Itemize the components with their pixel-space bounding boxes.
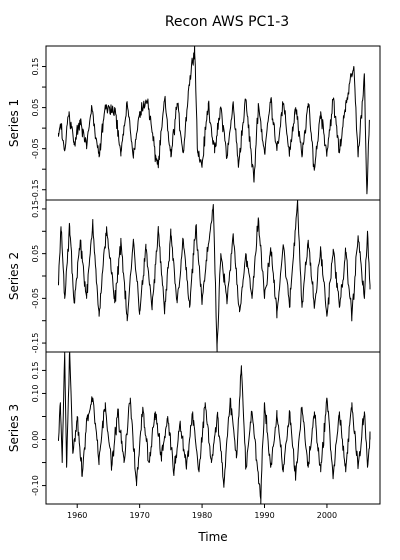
panel-series-3: Series 3 -0.10 0.00 0.10 0.15 <box>7 351 381 505</box>
y-tick-label: 0.10 <box>31 385 40 403</box>
x-tick-label: 1960 <box>67 511 87 520</box>
y-tick-label: -0.15 <box>31 333 40 354</box>
panel-series-1: Series 1 -0.15 -0.05 0.05 0.15 <box>7 45 381 201</box>
y-tick-label: -0.05 <box>31 138 40 159</box>
x-tick-label: 2000 <box>317 511 337 520</box>
y-ticks: -0.15 -0.05 0.05 0.15 <box>31 200 46 353</box>
x-tick-label: 1970 <box>129 511 149 520</box>
series-3-line <box>58 351 371 505</box>
x-tick-label: 1990 <box>254 511 274 520</box>
series-1-line <box>58 45 370 195</box>
y-tick-label: -0.05 <box>31 288 40 309</box>
panel-series-2: Series 2 -0.15 -0.05 0.05 0.15 <box>7 199 381 353</box>
y-tick-label: 0.05 <box>31 245 40 263</box>
y-tick-label: -0.10 <box>31 475 40 496</box>
series-2-line <box>58 199 371 353</box>
y-tick-label: 0.15 <box>31 58 40 76</box>
chart-title: Recon AWS PC1-3 <box>165 14 289 30</box>
y-tick-label: 0.00 <box>31 431 40 449</box>
y-tick-label: 0.15 <box>31 362 40 380</box>
y-tick-label: 0.15 <box>31 200 40 218</box>
y-axis-label-series-3: Series 3 <box>7 404 21 452</box>
y-tick-label: -0.15 <box>31 179 40 200</box>
panel-frame <box>45 351 381 505</box>
y-axis-label-series-1: Series 1 <box>7 99 21 147</box>
y-ticks: -0.15 -0.05 0.05 0.15 <box>31 58 46 200</box>
y-axis-label-series-2: Series 2 <box>7 252 21 300</box>
y-tick-label: 0.05 <box>31 99 40 117</box>
x-tick-label: 1980 <box>192 511 212 520</box>
x-axis: 1960 1970 1980 1990 2000 <box>67 504 337 520</box>
y-ticks: -0.10 0.00 0.10 0.15 <box>31 362 46 496</box>
x-axis-label: Time <box>197 530 227 544</box>
